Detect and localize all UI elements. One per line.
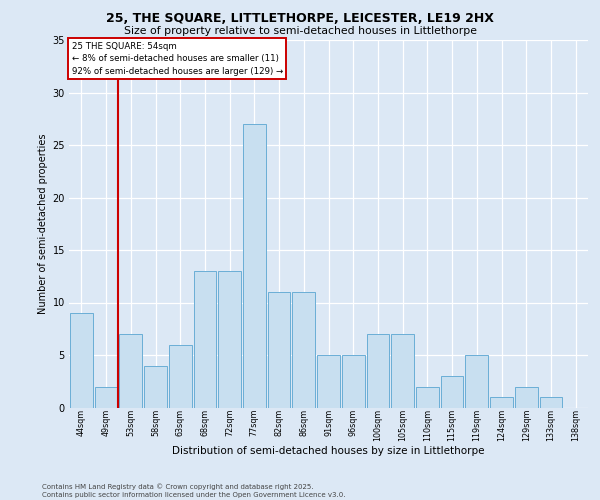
Bar <box>342 355 365 408</box>
Bar <box>218 271 241 407</box>
Bar <box>119 334 142 407</box>
Bar <box>490 397 513 407</box>
Bar <box>416 386 439 407</box>
Text: Contains HM Land Registry data © Crown copyright and database right 2025.: Contains HM Land Registry data © Crown c… <box>42 484 314 490</box>
Bar <box>292 292 315 408</box>
Bar <box>243 124 266 408</box>
Bar <box>194 271 216 407</box>
X-axis label: Distribution of semi-detached houses by size in Littlethorpe: Distribution of semi-detached houses by … <box>172 446 485 456</box>
Bar <box>515 386 538 407</box>
Bar <box>70 313 93 408</box>
Bar <box>441 376 463 408</box>
Text: Contains public sector information licensed under the Open Government Licence v3: Contains public sector information licen… <box>42 492 346 498</box>
Bar <box>268 292 290 408</box>
Bar <box>466 355 488 408</box>
Bar <box>539 397 562 407</box>
Text: 25, THE SQUARE, LITTLETHORPE, LEICESTER, LE19 2HX: 25, THE SQUARE, LITTLETHORPE, LEICESTER,… <box>106 12 494 26</box>
Bar <box>169 344 191 408</box>
Bar <box>144 366 167 408</box>
Bar <box>317 355 340 408</box>
Bar <box>95 386 118 407</box>
Bar <box>367 334 389 407</box>
Text: 25 THE SQUARE: 54sqm
← 8% of semi-detached houses are smaller (11)
92% of semi-d: 25 THE SQUARE: 54sqm ← 8% of semi-detach… <box>71 42 283 76</box>
Text: Size of property relative to semi-detached houses in Littlethorpe: Size of property relative to semi-detach… <box>124 26 476 36</box>
Y-axis label: Number of semi-detached properties: Number of semi-detached properties <box>38 134 48 314</box>
Bar <box>391 334 414 407</box>
